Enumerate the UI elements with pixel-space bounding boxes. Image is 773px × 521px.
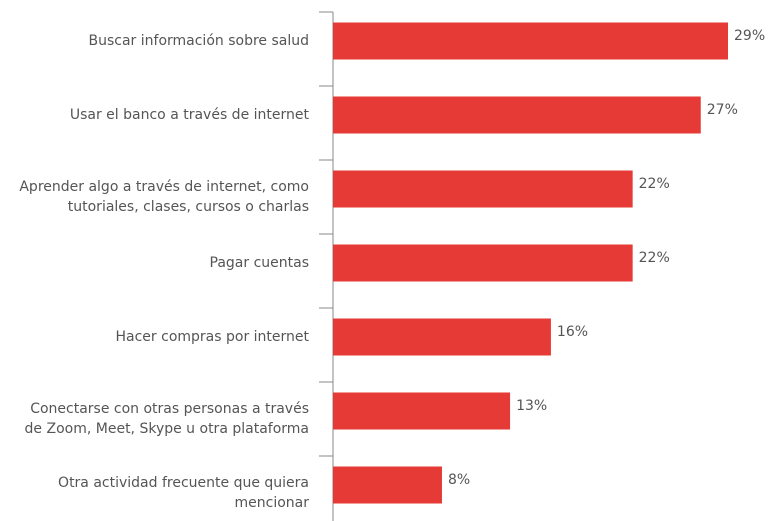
- category-label: Pagar cuentas: [209, 255, 309, 271]
- bar: [333, 466, 442, 504]
- data-label: 22%: [638, 176, 670, 192]
- category-label: Conectarse con otras personas a través d…: [24, 401, 309, 437]
- bar: [333, 170, 633, 208]
- category-label: Buscar información sobre salud: [88, 33, 310, 49]
- category-label: Usar el banco a través de internet: [69, 107, 309, 123]
- bar: [333, 318, 551, 356]
- data-label: 8%: [447, 472, 471, 488]
- bar: [333, 96, 701, 134]
- category-label: Otra actividad frecuente que quiera menc…: [58, 475, 309, 511]
- bar: [333, 244, 633, 282]
- data-label: 13%: [516, 398, 548, 414]
- data-label: 22%: [638, 250, 670, 266]
- category-label: Hacer compras por internet: [115, 329, 310, 345]
- data-label: 27%: [706, 102, 738, 118]
- data-label: 29%: [734, 28, 766, 44]
- bar: [333, 392, 511, 430]
- bar: [333, 22, 728, 60]
- category-label: Aprender algo a través de internet, como…: [19, 179, 309, 215]
- data-label: 16%: [556, 324, 589, 340]
